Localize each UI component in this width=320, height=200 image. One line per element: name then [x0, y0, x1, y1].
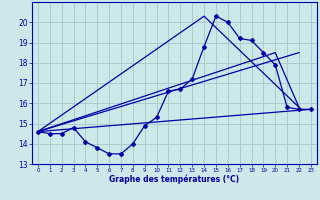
X-axis label: Graphe des températures (°C): Graphe des températures (°C) [109, 175, 239, 184]
